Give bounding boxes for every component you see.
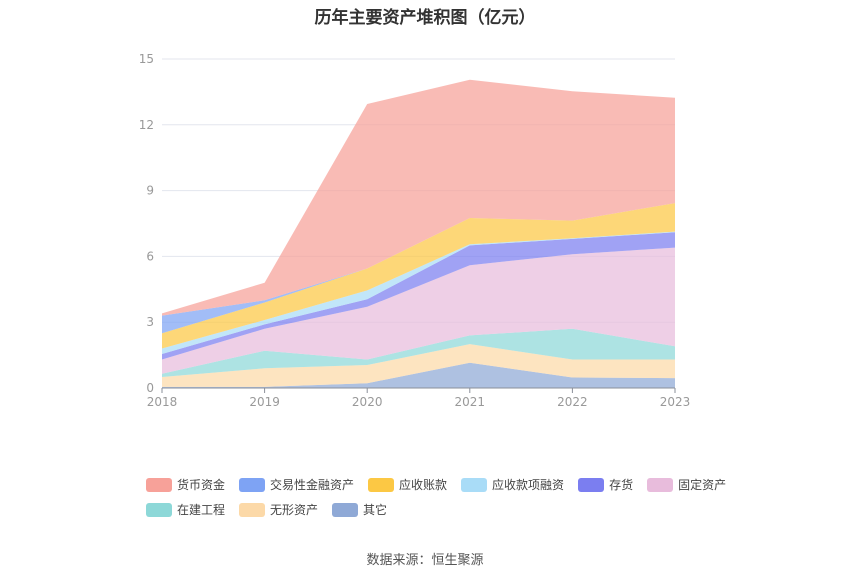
legend-item[interactable]: 其它 — [332, 501, 387, 518]
x-tick-label: 2019 — [249, 395, 280, 409]
legend-swatch — [461, 477, 488, 492]
legend-label: 无形资产 — [270, 503, 319, 517]
y-tick-label: 3 — [146, 315, 154, 329]
x-tick-label: 2022 — [557, 395, 588, 409]
y-tick-label: 6 — [146, 249, 154, 263]
legend-item[interactable]: 存货 — [578, 476, 633, 493]
y-tick-label: 9 — [146, 184, 154, 198]
legend-label: 固定资产 — [678, 478, 727, 492]
legend-label: 交易性金融资产 — [270, 478, 355, 492]
area-货币资金 — [162, 79, 675, 316]
y-tick-label: 0 — [146, 381, 154, 395]
legend-item[interactable]: 在建工程 — [146, 501, 225, 518]
y-tick-label: 12 — [139, 118, 154, 132]
area-固定资产 — [162, 247, 675, 374]
legend-label: 货币资金 — [177, 478, 226, 492]
area-series — [162, 79, 675, 388]
legend-swatch — [239, 502, 266, 517]
legend-item[interactable]: 应收款项融资 — [461, 476, 564, 493]
legend-swatch — [578, 477, 605, 492]
legend-label: 在建工程 — [177, 503, 226, 517]
legend-label: 存货 — [609, 478, 634, 492]
area-存货 — [162, 232, 675, 360]
area-其它 — [162, 362, 675, 388]
area-无形资产 — [162, 344, 675, 387]
area-在建工程 — [162, 328, 675, 377]
legend-item[interactable]: 交易性金融资产 — [239, 476, 354, 493]
legend-row: 货币资金 交易性金融资产 应收账款 应收款项融资 存货 固定资产 — [146, 472, 746, 497]
area-应收账款 — [162, 203, 675, 349]
legend-label: 应收账款 — [399, 478, 448, 492]
chart-title: 历年主要资产堆积图（亿元） — [314, 8, 536, 28]
y-tick-label: 15 — [139, 52, 154, 66]
legend-row: 在建工程 无形资产 其它 — [146, 497, 746, 522]
axes: 0 3 6 9 12 15 2018 2019 2020 2021 2022 2023 — [139, 52, 691, 409]
legend-label: 应收款项融资 — [492, 478, 565, 492]
legend: 货币资金 交易性金融资产 应收账款 应收款项融资 存货 固定资产在建工程 无形资产 其它 — [146, 472, 746, 522]
legend-swatch — [146, 477, 172, 492]
legend-swatch — [239, 477, 266, 492]
legend-swatch — [146, 502, 172, 517]
legend-label: 其它 — [363, 503, 388, 517]
x-tick-label: 2021 — [455, 395, 486, 409]
legend-item[interactable]: 固定资产 — [647, 476, 726, 493]
legend-swatch — [647, 477, 674, 492]
legend-item[interactable]: 应收账款 — [368, 476, 447, 493]
x-tick-label: 2023 — [660, 395, 691, 409]
legend-item[interactable]: 无形资产 — [239, 501, 318, 518]
legend-item[interactable]: 货币资金 — [146, 476, 225, 493]
legend-swatch — [332, 502, 359, 517]
data-source: 数据来源：恒生聚源 — [366, 553, 484, 568]
x-tick-label: 2018 — [147, 395, 178, 409]
x-tick-label: 2020 — [352, 395, 383, 409]
legend-swatch — [368, 477, 395, 492]
